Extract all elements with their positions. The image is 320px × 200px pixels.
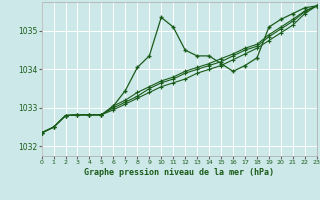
X-axis label: Graphe pression niveau de la mer (hPa): Graphe pression niveau de la mer (hPa): [84, 168, 274, 177]
